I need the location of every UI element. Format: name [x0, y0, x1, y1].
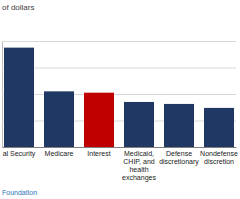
- x-axis: [3, 147, 237, 149]
- category-label: Nondefensediscretion: [200, 150, 238, 165]
- category-label: Defensediscretionary: [159, 150, 199, 166]
- bar: [124, 102, 154, 147]
- grid-line: [2, 68, 236, 69]
- bar: [4, 48, 34, 147]
- tick: [2, 41, 236, 42]
- label-line: exchanges: [122, 174, 156, 182]
- grid-line: [2, 121, 236, 122]
- grid-line: [2, 147, 236, 148]
- label-line: al Security: [3, 150, 36, 158]
- tick: [2, 94, 236, 95]
- label-line: Interest: [87, 150, 110, 157]
- label-line: Nondefense: [200, 150, 238, 157]
- label-line: CHIP, and: [123, 158, 154, 165]
- category-label: Medicaid,CHIP, andhealthexchanges: [122, 150, 156, 182]
- label-line: discretion: [204, 158, 234, 165]
- axis-line: [3, 42, 237, 148]
- title: of dollars: [2, 3, 34, 12]
- grid-line: [2, 94, 236, 95]
- category-label: Interest: [87, 150, 110, 157]
- label-line: discretionary: [159, 158, 199, 166]
- tick: [2, 147, 236, 148]
- tick: [2, 68, 236, 69]
- chart: al Security Medicare Interest Medicaid,CHIP…: [0, 0, 240, 199]
- grid-line: [2, 41, 236, 42]
- bar: [164, 104, 194, 147]
- tick: [2, 121, 236, 122]
- source: Foundation: [2, 189, 37, 196]
- bar: [204, 108, 234, 147]
- category-label: al Security: [3, 150, 36, 158]
- label-line: Medicaid,: [124, 150, 154, 157]
- label-line: health: [129, 166, 148, 173]
- label-line: Defense: [166, 150, 192, 157]
- axis-line: [3, 147, 237, 148]
- bars: [4, 48, 234, 147]
- label-line: Medicare: [45, 150, 74, 157]
- category-label: Medicare: [45, 150, 74, 157]
- category-labels: al Security Medicare Interest Medicaid,CHIP…: [3, 150, 238, 182]
- bar: [84, 93, 114, 147]
- bar: [44, 91, 74, 147]
- y-axis: [2, 42, 236, 148]
